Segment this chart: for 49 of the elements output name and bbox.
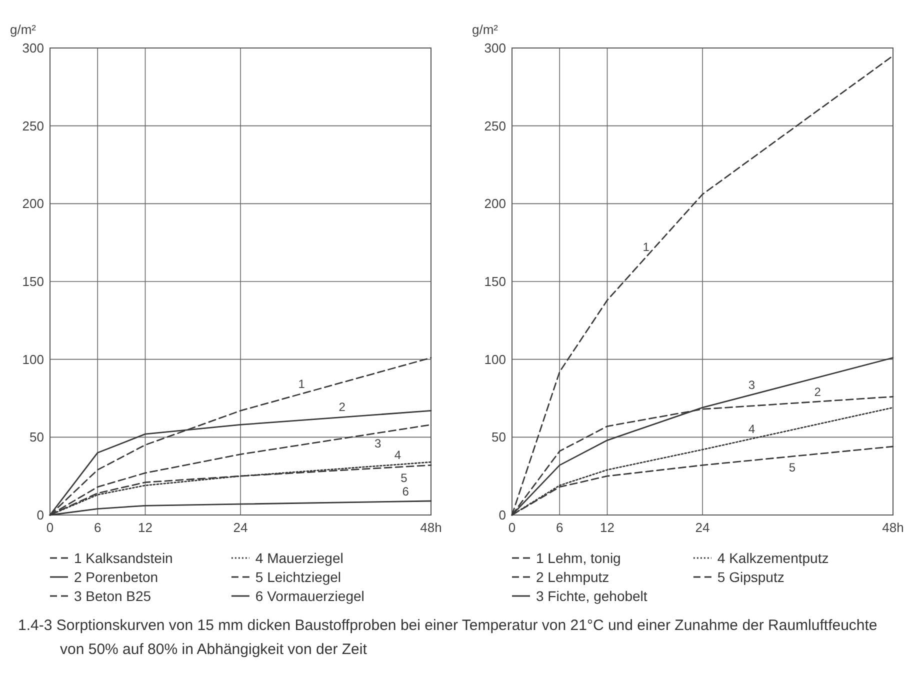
annotation: 1	[642, 240, 650, 254]
legend-label: 3 Beton B25	[74, 588, 152, 604]
x-tick-label: 48h	[420, 520, 442, 535]
y-tick-label: 250	[22, 118, 44, 134]
annotation: 1	[298, 376, 306, 391]
x-tick-label: 48h	[882, 520, 904, 535]
y-tick-label: 0	[498, 508, 506, 523]
legend-label: 4 Mauerziegel	[255, 550, 344, 566]
legend-label: 2 Porenbeton	[74, 569, 158, 585]
y-tick-label: 100	[22, 352, 44, 367]
y-tick-label: 300	[484, 40, 506, 56]
annotation: 3	[374, 436, 382, 451]
x-tick-label: 12	[138, 520, 152, 535]
annotation: 2	[814, 384, 822, 399]
y-tick-label: 150	[484, 274, 506, 290]
x-tick-label: 0	[508, 520, 516, 535]
y-tick-label: 50	[30, 430, 44, 445]
x-tick-label: 24	[695, 520, 710, 535]
legend-label: 4 Kalkzementputz	[717, 550, 829, 566]
y-axis-title: g/m²	[10, 22, 37, 37]
x-tick-label: 24	[233, 520, 248, 535]
legend-label: 1 Lehm, tonig	[536, 550, 621, 566]
legend-label: 6 Vormauerziegel	[255, 588, 364, 604]
annotation: 6	[402, 484, 410, 499]
y-tick-label: 200	[484, 196, 506, 212]
y-tick-label: 0	[36, 508, 44, 523]
annotation: 5	[788, 460, 796, 475]
y-tick-label: 150	[22, 274, 44, 290]
x-tick-label: 6	[556, 520, 564, 535]
annotation: 4	[748, 422, 756, 436]
legend-label: 5 Gipsputz	[717, 569, 784, 585]
annotation: 4	[394, 448, 402, 462]
y-tick-label: 200	[22, 196, 44, 212]
annotation: 2	[338, 400, 346, 414]
x-tick-label: 0	[46, 520, 54, 535]
x-tick-label: 6	[94, 520, 102, 535]
legend-label: 1 Kalksandstein	[74, 550, 173, 566]
y-axis-title: g/m²	[472, 22, 499, 37]
annotation: 5	[400, 470, 408, 485]
y-tick-label: 250	[484, 118, 506, 134]
legend-label: 5 Leichtziegel	[255, 569, 342, 585]
legend-label: 2 Lehmputz	[536, 569, 610, 585]
x-tick-label: 12	[600, 520, 614, 535]
y-tick-label: 100	[484, 352, 506, 367]
y-tick-label: 50	[492, 430, 506, 445]
y-tick-label: 300	[22, 40, 44, 56]
annotation: 3	[748, 378, 756, 392]
legend-label: 3 Fichte, gehobelt	[536, 588, 648, 604]
text: 1.4-3 Sorptionskurven von 15 mm dicken Baustoffproben bei einer Temperatur von 21°C und einer Zunahme der Raumluftfeuchte von 50% auf 80% in Abhängigkeit von der Zeit	[18, 616, 878, 660]
